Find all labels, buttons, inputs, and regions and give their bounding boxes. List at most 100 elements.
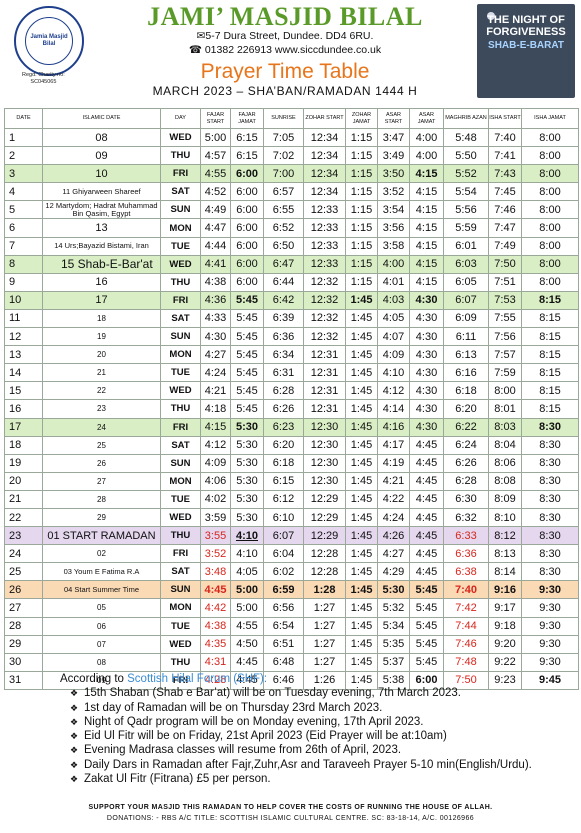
page-subtitle: MARCH 2023 – SHA’BAN/RAMADAN 1444 H bbox=[152, 84, 418, 98]
time-cell: 4:45 bbox=[409, 544, 444, 564]
time-cell: 6:32 bbox=[443, 507, 489, 528]
time-cell: 6:00 bbox=[230, 218, 264, 238]
islamic-date-cell: 16 bbox=[42, 272, 161, 292]
time-cell: 8:30 bbox=[521, 417, 579, 437]
islamic-date-cell: 20 bbox=[42, 345, 161, 365]
islamic-date-cell: 10 bbox=[42, 164, 161, 184]
time-cell: 4:45 bbox=[409, 507, 444, 528]
day-cell: SUN bbox=[160, 453, 201, 473]
envelope-icon: ✉ bbox=[196, 30, 206, 42]
islamic-date-cell: 27 bbox=[42, 471, 161, 491]
column-header: SUNRISE bbox=[263, 108, 304, 129]
time-cell: 6:34 bbox=[263, 345, 304, 365]
time-cell: 7:02 bbox=[263, 146, 304, 166]
time-cell: 12:30 bbox=[303, 417, 346, 437]
date-cell: 3 bbox=[4, 164, 43, 184]
table-row: 3 10 FRI 4:55 6:00 7:00 12:34 1:15 3:50 4:15 5:52 7… bbox=[4, 164, 579, 184]
shf-link[interactable]: Scottish Hilal Forum (SHF): bbox=[127, 673, 268, 685]
time-cell: 8:30 bbox=[521, 507, 579, 528]
time-cell: 12:30 bbox=[303, 435, 346, 455]
time-cell: 7:53 bbox=[488, 290, 522, 310]
time-cell: 3:58 bbox=[377, 236, 410, 256]
time-cell: 5:30 bbox=[230, 489, 264, 509]
support-appeal: SUPPORT YOUR MASJID THIS RAMADAN TO HELP… bbox=[88, 804, 493, 811]
column-header: ISHA START bbox=[488, 108, 522, 129]
time-cell: 6:42 bbox=[263, 290, 304, 310]
time-cell: 4:15 bbox=[409, 236, 444, 256]
time-cell: 5:34 bbox=[377, 616, 410, 636]
time-cell: 4:30 bbox=[409, 327, 444, 347]
islamic-date-cell: 18 bbox=[42, 308, 161, 329]
time-cell: 8:30 bbox=[521, 526, 579, 546]
time-cell: 8:30 bbox=[521, 562, 579, 582]
column-header: MAGHRIB AZAN bbox=[443, 108, 489, 129]
day-cell: SUN bbox=[160, 200, 201, 220]
time-cell: 5:30 bbox=[230, 453, 264, 473]
time-cell: 4:30 bbox=[409, 308, 444, 329]
banner-line2: FORGIVENESS bbox=[486, 26, 566, 38]
seal-text: Jamia Masjid Bilal bbox=[30, 34, 68, 47]
time-cell: 4:24 bbox=[377, 507, 410, 528]
date-cell: 5 bbox=[4, 200, 43, 220]
time-cell: 12:29 bbox=[303, 507, 346, 528]
time-cell: 4:00 bbox=[409, 127, 444, 148]
time-cell: 1:45 bbox=[345, 580, 378, 600]
time-cell: 6:47 bbox=[263, 254, 304, 274]
time-cell: 5:45 bbox=[409, 598, 444, 618]
table-row: 25 03 Youm E Fatima R.A SAT 3:48 4:05 6:02 12:… bbox=[4, 562, 579, 582]
time-cell: 3:52 bbox=[377, 182, 410, 202]
day-cell: WED bbox=[160, 381, 201, 401]
time-cell: 6:01 bbox=[443, 236, 489, 256]
time-cell: 12:34 bbox=[303, 127, 346, 148]
time-cell: 9:17 bbox=[488, 598, 522, 618]
time-cell: 1:45 bbox=[345, 562, 378, 582]
time-cell: 8:00 bbox=[521, 182, 579, 202]
time-cell: 8:00 bbox=[521, 164, 579, 184]
time-cell: 12:31 bbox=[303, 381, 346, 401]
time-cell: 8:09 bbox=[488, 489, 522, 509]
time-cell: 6:26 bbox=[443, 453, 489, 473]
time-cell: 4:18 bbox=[200, 399, 231, 419]
time-cell: 6:28 bbox=[443, 471, 489, 491]
time-cell: 9:30 bbox=[521, 598, 579, 618]
islamic-date-cell: 11 Ghiyarween Shareef bbox=[42, 182, 161, 202]
time-cell: 9:30 bbox=[521, 580, 579, 600]
day-cell: THU bbox=[160, 399, 201, 419]
time-cell: 4:17 bbox=[377, 435, 410, 455]
time-cell: 7:50 bbox=[443, 670, 489, 690]
time-cell: 5:45 bbox=[230, 290, 264, 310]
note-item: Night of Qadr program will be on Monday … bbox=[70, 715, 580, 730]
address: 5-7 Dura Street, Dundee. DD4 6RU. bbox=[205, 30, 374, 42]
date-cell: 29 bbox=[4, 634, 43, 654]
time-cell: 4:30 bbox=[200, 327, 231, 347]
time-cell: 1:15 bbox=[345, 254, 378, 274]
time-cell: 7:43 bbox=[488, 164, 522, 184]
moon-icon bbox=[487, 12, 495, 20]
time-cell: 6:44 bbox=[263, 272, 304, 292]
time-cell: 1:45 bbox=[345, 598, 378, 618]
charity-value: SC045065 bbox=[30, 79, 57, 85]
time-cell: 8:12 bbox=[488, 526, 522, 546]
time-cell: 6:36 bbox=[263, 327, 304, 347]
time-cell: 4:45 bbox=[200, 580, 231, 600]
time-cell: 6:57 bbox=[263, 182, 304, 202]
time-cell: 1:45 bbox=[345, 471, 378, 491]
time-cell: 5:59 bbox=[443, 218, 489, 238]
day-cell: SUN bbox=[160, 327, 201, 347]
time-cell: 1:27 bbox=[303, 634, 346, 654]
time-cell: 9:18 bbox=[488, 616, 522, 636]
time-cell: 3:48 bbox=[200, 562, 231, 582]
islamic-date-cell: 22 bbox=[42, 381, 161, 401]
time-cell: 8:30 bbox=[521, 544, 579, 564]
time-cell: 4:15 bbox=[409, 200, 444, 220]
time-cell: 4:10 bbox=[377, 363, 410, 383]
time-cell: 4:10 bbox=[230, 526, 264, 546]
time-cell: 4:15 bbox=[409, 272, 444, 292]
time-cell: 1:27 bbox=[303, 652, 346, 672]
date-cell: 15 bbox=[4, 381, 43, 401]
time-cell: 4:44 bbox=[200, 236, 231, 256]
time-cell: 5:45 bbox=[230, 308, 264, 329]
time-cell: 12:31 bbox=[303, 399, 346, 419]
islamic-date-cell: 03 Youm E Fatima R.A bbox=[42, 562, 161, 582]
time-cell: 4:06 bbox=[200, 471, 231, 491]
